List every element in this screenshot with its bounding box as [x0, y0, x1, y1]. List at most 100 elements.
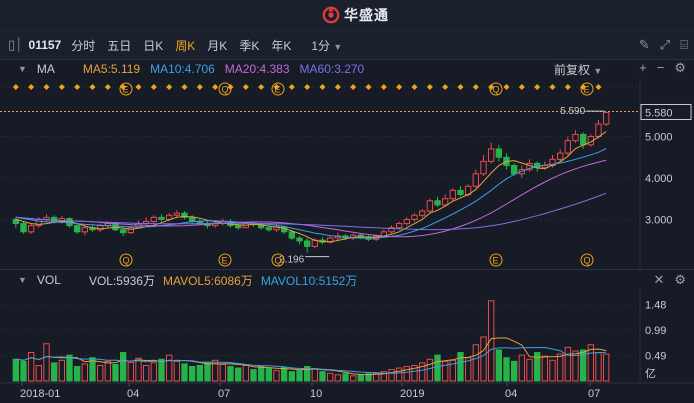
event-marker	[489, 253, 503, 267]
chevron-down-icon: ▼	[333, 41, 343, 52]
event-dot	[135, 84, 142, 90]
event-marker	[580, 253, 594, 267]
volume-bar	[181, 363, 188, 382]
volume-bar	[380, 371, 388, 382]
ma5-line	[15, 131, 607, 243]
volume-bar	[388, 369, 395, 382]
mavol10-line	[15, 346, 607, 374]
volume-bar	[510, 360, 518, 382]
event-dot	[396, 84, 403, 90]
volume-bar	[127, 361, 135, 382]
adjust-select[interactable]: 前复权 ▼	[554, 61, 602, 78]
volume-bar	[595, 352, 602, 382]
volume-bar	[165, 354, 173, 382]
period-tab-year[interactable]: 年K	[271, 38, 292, 53]
candle-body	[388, 227, 395, 233]
event-dot	[242, 84, 249, 90]
volume-bar	[411, 364, 418, 382]
volume-bar	[227, 366, 234, 382]
volume-bar	[296, 370, 303, 382]
kline-chart[interactable]: 5.580 5.000 4.000 3.000 5.590 2.196 E Q E Q E Q E Q E Q	[0, 79, 694, 269]
expand-icon[interactable]: ⤢	[659, 37, 671, 52]
volume-bar	[480, 336, 487, 382]
candle-body	[480, 160, 487, 175]
volume-bar	[587, 344, 595, 382]
collapse-vol-icon[interactable]: ▼	[18, 275, 27, 285]
period-tab-5day[interactable]: 五日	[107, 38, 132, 53]
volume-bar	[96, 364, 104, 382]
event-dot	[166, 84, 173, 90]
event-marker-label: E	[493, 256, 499, 266]
volume-bar	[526, 358, 533, 382]
event-marker	[489, 82, 503, 96]
minus-icon[interactable]: −	[656, 60, 665, 75]
period-tab-week[interactable]: 周K	[175, 38, 196, 53]
candle-body	[265, 227, 273, 231]
volume-bar	[549, 359, 556, 382]
vol-name[interactable]: VOL	[36, 273, 61, 287]
ma-indicator-bar: ▼ MA MA5:5.119 MA10:4.706 MA20:4.383 MA6…	[0, 59, 694, 79]
event-marker	[119, 82, 133, 96]
candle-body	[426, 200, 434, 212]
ma60-line	[15, 192, 607, 231]
ma20-line	[15, 159, 607, 238]
volume-bar	[472, 344, 480, 382]
event-marker-label: E	[222, 256, 228, 266]
minute-select[interactable]: 1分 ▼	[311, 37, 342, 54]
event-dot	[304, 84, 311, 90]
period-tab-quarter[interactable]: 季K	[239, 38, 260, 53]
volume-bar	[135, 357, 142, 382]
volume-chart[interactable]: 1.48 0.99 0.49 亿 2018-01 04 07 10 2019 04 07	[0, 289, 694, 403]
low-annotation: 2.196	[279, 255, 304, 266]
pen-icon[interactable]: ✎	[638, 37, 650, 52]
period-tab-timeshare[interactable]: 分时	[71, 38, 96, 53]
volume-bar	[20, 360, 27, 382]
volume-bar	[441, 360, 449, 382]
volume-bar	[257, 366, 265, 382]
x-axis-label: 10	[310, 388, 322, 400]
panel-toggle-icon[interactable]: ▯⏐	[8, 37, 23, 52]
event-dot	[380, 84, 387, 90]
close-icon[interactable]: ✕	[653, 272, 665, 287]
candle-body	[150, 216, 158, 222]
event-dot	[43, 84, 50, 90]
add-indicator-icon[interactable]: +	[639, 60, 647, 75]
volume-bar	[395, 367, 403, 382]
candle-body	[112, 223, 119, 231]
candle-body	[50, 216, 58, 222]
event-dot	[258, 84, 265, 90]
indicator-name[interactable]: MA	[36, 62, 55, 76]
event-dot	[58, 84, 65, 90]
event-dot	[74, 84, 81, 90]
vol-axis-label: 1.48	[645, 299, 666, 311]
stock-code: 01157	[28, 38, 62, 52]
event-dot	[150, 84, 157, 90]
gear-icon[interactable]: ⚙	[674, 272, 686, 287]
volume-indicator-bar: ▼ VOL VOL:5936万 MAVOL5:6086万 MAVOL10:515…	[0, 269, 694, 290]
candle-body	[556, 152, 564, 160]
volume-bar	[349, 375, 357, 382]
period-tab-month[interactable]: 月K	[207, 38, 228, 53]
gear-icon[interactable]: ⚙	[674, 60, 686, 75]
ma10-value: MA10:4.706	[150, 62, 215, 76]
x-axis-label: 07	[588, 388, 600, 400]
event-dot	[534, 84, 541, 90]
candle-body	[119, 229, 127, 234]
brand-logo: 华盛通	[322, 5, 389, 25]
price-label: 5.580	[645, 107, 673, 119]
candle-body	[418, 210, 426, 216]
volume-bar	[173, 360, 181, 382]
candle-body	[127, 227, 135, 234]
candle-body	[495, 148, 503, 158]
period-tab-day[interactable]: 日K	[143, 38, 164, 53]
collapse-ma-icon[interactable]: ▼	[18, 64, 27, 74]
layout-icon[interactable]: ⌸	[680, 37, 688, 52]
event-marker-label: E	[584, 85, 590, 95]
x-axis-label: 2018-01	[20, 388, 60, 400]
candle-body	[564, 140, 572, 154]
chart-toolbar: ▯⏐ 01157 分时 五日 日K 周K 月K 季K 年K 1分 ▼ ✎ ⤢ ⌸	[0, 30, 694, 60]
ma-panel-controls: + − ⚙	[639, 60, 686, 76]
adjust-select-value: 前复权	[554, 62, 591, 77]
vol-axis-label: 0.99	[645, 325, 666, 337]
event-dot	[472, 84, 479, 90]
